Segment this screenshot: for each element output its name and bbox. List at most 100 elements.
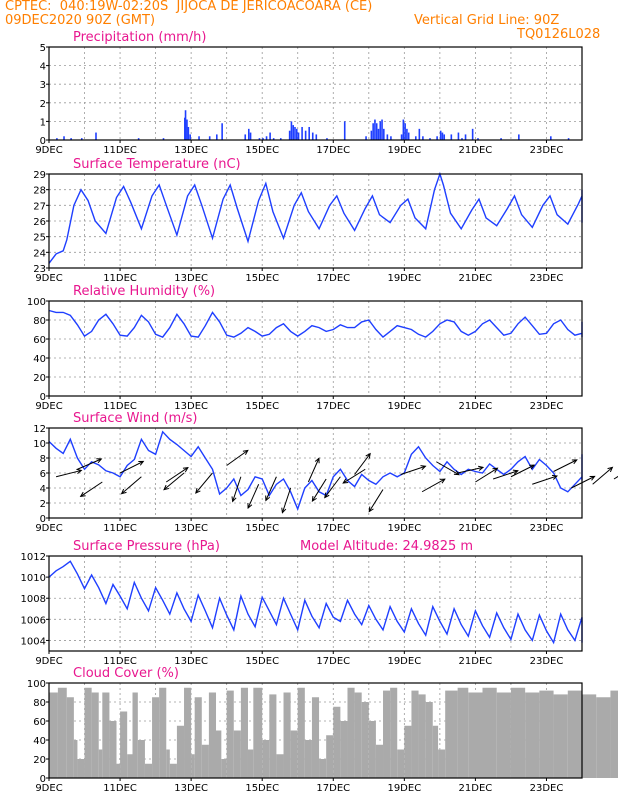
wind-arrow — [165, 467, 189, 483]
wind-arrow — [307, 458, 320, 483]
cloud-cover-bar — [347, 687, 355, 778]
x-tick-label: 21DEC — [459, 401, 493, 412]
wind-arrow — [324, 476, 341, 498]
cloud-cover-bar — [194, 697, 202, 778]
series-line — [48, 171, 583, 264]
series-line — [48, 430, 583, 511]
cloud-cover-bar — [159, 687, 167, 778]
cloud-cover-bar — [290, 730, 298, 778]
cloud-cover-bar — [84, 687, 92, 778]
x-tick-label: 17DEC — [316, 145, 350, 156]
y-tick-label: 24 — [33, 248, 46, 259]
wind-arrow — [532, 475, 558, 485]
cloud-cover-bar — [397, 749, 405, 778]
x-tick-label: 23DEC — [530, 783, 564, 794]
wind-arrow-head — [138, 460, 145, 466]
precip-bar — [187, 126, 190, 140]
y-tick-label: 28 — [33, 186, 46, 197]
precip-bar — [295, 128, 298, 140]
cloud-cover-bar — [191, 754, 195, 778]
precip-bar — [457, 132, 460, 140]
x-tick-label: 13DEC — [174, 523, 208, 534]
cloud-cover-bar — [510, 687, 526, 778]
wind-arrow-head — [439, 478, 446, 484]
y-tick-label: 1012 — [21, 552, 46, 563]
y-tick-label: 1006 — [21, 615, 46, 626]
panel-frame — [48, 555, 583, 652]
cloud-cover-bar — [438, 749, 446, 778]
wind-arrow-head — [420, 465, 427, 471]
precip-bar — [477, 138, 479, 140]
cloud-cover-bar — [304, 740, 312, 778]
y-tick-label: 80 — [33, 698, 46, 709]
x-tick-label: 21DEC — [459, 656, 493, 667]
x-tick-label: 11DEC — [103, 401, 137, 412]
wind-arrow-head — [242, 449, 249, 456]
cloud-cover-bar — [354, 692, 362, 778]
cloud-cover-bar — [240, 687, 248, 778]
x-tick-label: 23DEC — [530, 145, 564, 156]
cloud-cover-bar — [73, 740, 78, 778]
cloud-cover-bar — [49, 692, 58, 778]
cloud-cover-bar — [276, 754, 284, 778]
cloud-cover-bar — [137, 740, 145, 778]
x-tick-label: 9DEC — [35, 656, 62, 667]
y-tick-label: 4 — [40, 62, 46, 73]
wind-arrow — [195, 472, 213, 494]
wind-arrow — [592, 466, 613, 485]
wind-arrow-head — [551, 474, 559, 480]
cloud-cover-bar — [404, 725, 412, 778]
wind-arrow-head — [265, 495, 270, 502]
header-line-1: CPTEC: 040:19W-02:20S JIJOCA DE JERICOAC… — [5, 0, 373, 14]
cloud-cover-bar — [127, 754, 133, 778]
precip-bar — [400, 134, 403, 140]
precip-bar — [379, 121, 382, 140]
precip-bar — [288, 130, 291, 140]
precip-bar — [292, 125, 295, 140]
wind-arrow-head — [96, 458, 103, 464]
cloud-cover-bar — [132, 692, 138, 778]
cloud-cover-bar — [596, 697, 611, 778]
cloud-cover-bar — [109, 721, 117, 778]
y-tick-label: 6 — [40, 469, 46, 480]
precip-bar — [418, 128, 421, 140]
precip-bar — [247, 128, 250, 140]
panel-title: Surface Temperature (nC) — [73, 157, 241, 172]
wind-arrow-head — [342, 478, 349, 484]
cloud-cover-bar — [539, 690, 554, 778]
x-tick-label: 9DEC — [35, 523, 62, 534]
cloud-cover-bar — [482, 687, 497, 778]
y-tick-label: 0 — [40, 514, 46, 525]
panel-subtitle: Model Altitude: 24.9825 m — [300, 539, 473, 554]
y-tick-label: 25 — [33, 233, 46, 244]
wind-arrow-head — [120, 488, 127, 495]
x-tick-label: 11DEC — [103, 145, 137, 156]
x-tick-label: 19DEC — [387, 145, 421, 156]
x-tick-label: 13DEC — [174, 656, 208, 667]
wind-arrow-head — [163, 484, 170, 491]
precip-bar — [221, 123, 223, 140]
precip-bar — [297, 132, 300, 140]
y-tick-label: 1004 — [21, 636, 46, 647]
cloud-cover-bar — [553, 694, 568, 778]
precip-bar — [189, 134, 191, 140]
panel-frame — [48, 46, 583, 141]
cloud-cover-bar — [120, 711, 128, 778]
precip-bar — [184, 110, 187, 140]
cloud-cover-bar — [567, 690, 582, 778]
precip-bar — [198, 136, 200, 140]
precip-bar — [137, 138, 140, 140]
y-tick-label: 100 — [27, 679, 46, 690]
precip-bar — [439, 130, 442, 140]
panel-title: Surface Wind (m/s) — [73, 411, 197, 426]
wind-arrow — [281, 487, 292, 513]
precip-bar — [407, 132, 410, 140]
header-date: 09DEC2020 90Z (GMT) — [5, 13, 156, 28]
wind-arrow-head — [76, 468, 83, 475]
x-tick-label: 11DEC — [103, 656, 137, 667]
x-tick-label: 19DEC — [387, 273, 421, 284]
x-tick-label: 23DEC — [530, 401, 564, 412]
cloud-cover-bar — [333, 706, 341, 778]
precip-bar — [386, 134, 389, 140]
